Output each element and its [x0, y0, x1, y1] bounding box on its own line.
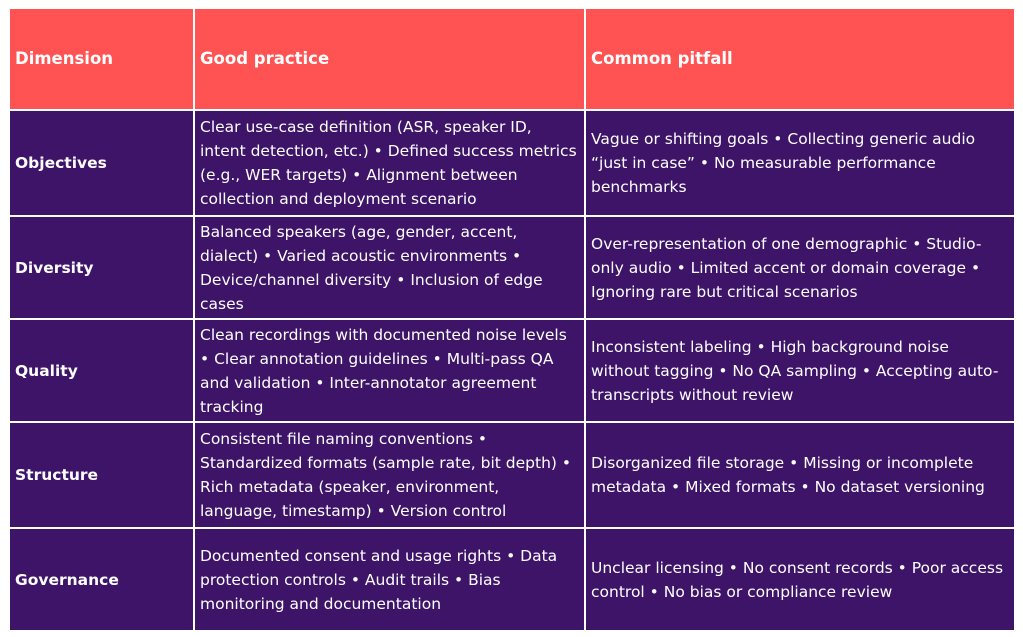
- table-header-row: Dimension Good practice Common pitfall: [8, 7, 1016, 111]
- row-common-pitfall: Over-representation of one demographic •…: [584, 215, 1016, 320]
- comparison-table: Dimension Good practice Common pitfall O…: [8, 7, 1016, 632]
- table-row-structure: Structure Consistent file naming convent…: [8, 421, 1016, 529]
- row-dimension: Objectives: [8, 109, 195, 217]
- row-dimension: Diversity: [8, 215, 195, 320]
- row-common-pitfall: Disorganized file storage • Missing or i…: [584, 421, 1016, 529]
- header-common-pitfall: Common pitfall: [584, 7, 1016, 111]
- table-row-objectives: Objectives Clear use-case definition (AS…: [8, 109, 1016, 217]
- row-good-practice: Balanced speakers (age, gender, accent, …: [193, 215, 586, 320]
- table-row-quality: Quality Clean recordings with documented…: [8, 318, 1016, 423]
- row-good-practice: Clear use-case definition (ASR, speaker …: [193, 109, 586, 217]
- row-common-pitfall: Vague or shifting goals • Collecting gen…: [584, 109, 1016, 217]
- row-dimension: Governance: [8, 527, 195, 632]
- row-dimension: Structure: [8, 421, 195, 529]
- row-common-pitfall: Unclear licensing • No consent records •…: [584, 527, 1016, 632]
- header-dimension: Dimension: [8, 7, 195, 111]
- comparison-table-container: Dimension Good practice Common pitfall O…: [8, 7, 1016, 632]
- row-good-practice: Clean recordings with documented noise l…: [193, 318, 586, 423]
- row-dimension: Quality: [8, 318, 195, 423]
- row-common-pitfall: Inconsistent labeling • High background …: [584, 318, 1016, 423]
- table-row-governance: Governance Documented consent and usage …: [8, 527, 1016, 632]
- row-good-practice: Documented consent and usage rights • Da…: [193, 527, 586, 632]
- header-good-practice: Good practice: [193, 7, 586, 111]
- row-good-practice: Consistent file naming conventions • Sta…: [193, 421, 586, 529]
- table-row-diversity: Diversity Balanced speakers (age, gender…: [8, 215, 1016, 320]
